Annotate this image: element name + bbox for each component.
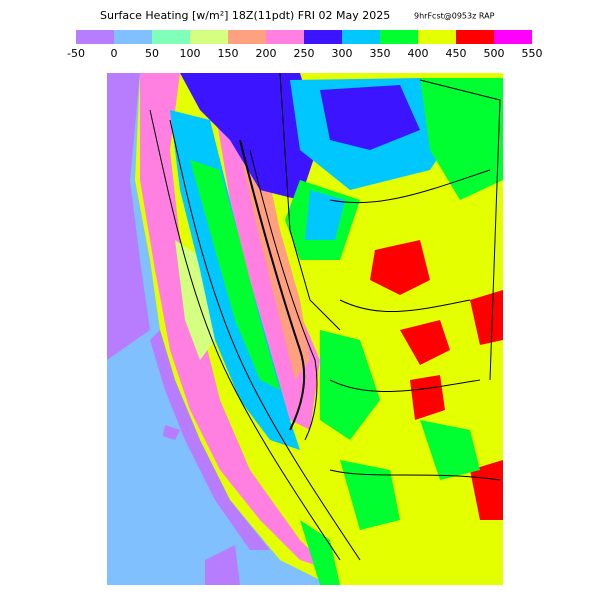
colorbar-bin [76, 30, 114, 44]
colorbar-tick-label: 100 [180, 47, 201, 60]
colorbar-tick-label: 550 [522, 47, 543, 60]
colorbar-tick-label: 350 [370, 47, 391, 60]
colorbar-tick-label: 250 [294, 47, 315, 60]
colorbar-bin [228, 30, 266, 44]
colorbar: -50 0 50 100 150 200 250 300 350 400 450 500 550 [67, 30, 543, 60]
colorbar-tick-label: 450 [446, 47, 467, 60]
colorbar-tick-label: 500 [484, 47, 505, 60]
colorbar-tick-label: 400 [408, 47, 429, 60]
colorbar-bin [190, 30, 228, 44]
forecast-label: 9hrFcst@0953z RAP [414, 12, 495, 21]
colorbar-bin [304, 30, 342, 44]
title: Surface Heating [w/m²] 18Z(11pdt) FRI 02… [100, 9, 390, 22]
map [107, 72, 503, 585]
colorbar-tick-label: 0 [111, 47, 118, 60]
colorbar-bin [494, 30, 532, 44]
colorbar-bin [456, 30, 494, 44]
colorbar-bin [418, 30, 456, 44]
colorbar-tick-label: 200 [256, 47, 277, 60]
colorbar-bin [266, 30, 304, 44]
colorbar-bin [342, 30, 380, 44]
colorbar-bin [114, 30, 152, 44]
colorbar-bin [380, 30, 418, 44]
colorbar-tick-label: -50 [67, 47, 85, 60]
colorbar-tick-label: 300 [332, 47, 353, 60]
colorbar-bin [152, 30, 190, 44]
colorbar-tick-label: 50 [145, 47, 159, 60]
colorbar-tick-label: 150 [218, 47, 239, 60]
